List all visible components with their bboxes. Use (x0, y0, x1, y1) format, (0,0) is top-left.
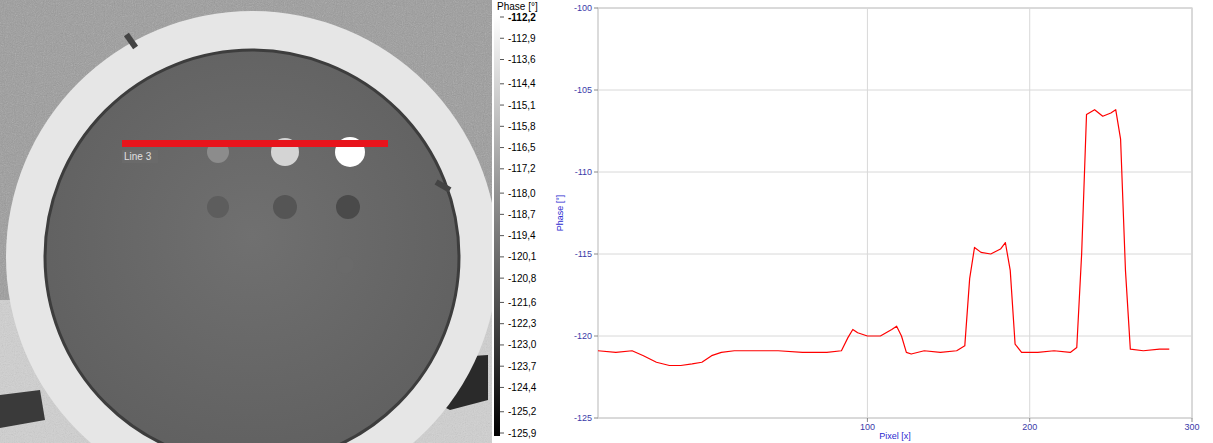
y-tick-label: -105 (574, 85, 592, 95)
colorbar-tick (500, 278, 504, 279)
colorbar-tick (500, 38, 504, 39)
grid-line (598, 254, 1192, 255)
colorbar-tick (500, 105, 504, 106)
colorbar-tick (500, 193, 504, 194)
colorbar-tick (500, 366, 504, 367)
colorbar-label: -125,2 (508, 406, 537, 417)
colorbar-tick (500, 168, 504, 169)
x-axis-title: Pixel [x] (879, 431, 911, 441)
colorbar-tick (500, 323, 504, 324)
colorbar-tick (500, 256, 504, 257)
grid-line (867, 8, 868, 418)
x-tick-label: 100 (860, 422, 875, 432)
grid-line (598, 172, 1192, 173)
colorbar-label: -115,1 (508, 100, 536, 111)
colorbar-label: -113,6 (508, 54, 536, 65)
colorbar-label: -116,5 (508, 142, 536, 153)
colorbar-label: -120,8 (508, 273, 537, 284)
colorbar-tick (500, 302, 504, 303)
colorbar-label: -123,0 (508, 339, 537, 350)
y-tick (594, 254, 598, 255)
colorbar-label: -121,6 (508, 297, 537, 308)
ring-notch (435, 179, 452, 192)
grid-line (1192, 8, 1193, 418)
y-tick-label: -110 (575, 167, 592, 177)
spot (273, 195, 297, 219)
label-patch (122, 150, 158, 163)
colorbar-label: -117,2 (508, 163, 536, 174)
y-tick (594, 8, 598, 9)
colorbar-tick (500, 59, 504, 60)
colorbar-label: -118,7 (508, 209, 536, 220)
dark-patch (0, 390, 45, 428)
y-axis-title: Phase [°] (555, 195, 565, 232)
y-tick-label: -120 (574, 331, 592, 341)
colorbar-tick (500, 126, 504, 127)
grid-line (598, 90, 1192, 91)
spot (207, 196, 229, 218)
colorbar-label: -120,1 (508, 251, 537, 262)
phase-image: Line 3 (0, 0, 492, 443)
colorbar-tick (500, 387, 504, 388)
y-tick-label: -100 (574, 3, 592, 13)
colorbar-tick (500, 147, 504, 148)
y-tick-label: -115 (575, 249, 592, 259)
colorbar-label: -112,2 (508, 12, 536, 23)
colorbar-label: -125,9 (508, 428, 537, 439)
colorbar-label: -119,4 (508, 230, 536, 241)
colorbar-tick (500, 83, 504, 84)
profile-line-series (598, 110, 1169, 366)
y-tick (594, 90, 598, 91)
colorbar-tick (500, 17, 504, 18)
y-tick (594, 172, 598, 173)
colorbar-label: -114,4 (508, 78, 536, 89)
disc-edge (45, 50, 459, 443)
grid-line (598, 336, 1192, 337)
colorbar-label: -112,9 (508, 33, 536, 44)
colorbar-label: -123,7 (508, 361, 537, 372)
colorbar (494, 14, 500, 436)
colorbar-label: -124,4 (508, 382, 537, 393)
colorbar-label: -115,8 (508, 121, 536, 132)
grid-line (1029, 8, 1030, 418)
x-tick-label: 200 (1022, 422, 1037, 432)
spot (336, 256, 354, 274)
grid-line (598, 418, 1192, 419)
colorbar-tick (500, 344, 504, 345)
y-tick (594, 336, 598, 337)
ring (6, 11, 492, 443)
colorbar-label: -122,3 (508, 318, 537, 329)
x-tick-label: 300 (1184, 422, 1199, 432)
page: Line 3Phase [°]-112,2-112,9-113,6-114,4-… (0, 0, 1213, 443)
colorbar-tick (500, 214, 504, 215)
y-tick (594, 418, 598, 419)
ring-notch (124, 33, 138, 50)
disc (45, 50, 459, 443)
colorbar-label: -118,0 (508, 188, 536, 199)
line-label: Line 3 (124, 151, 152, 162)
grid-line (598, 8, 1192, 9)
y-tick-label: -125 (574, 413, 592, 423)
colorbar-tick (500, 411, 504, 412)
colorbar-title: Phase [°] (497, 1, 538, 12)
profile-line (122, 140, 388, 147)
plot-frame (598, 8, 1192, 418)
data-group (598, 110, 1169, 366)
colorbar-tick (500, 433, 504, 434)
spot (336, 195, 360, 219)
colorbar-tick (500, 235, 504, 236)
